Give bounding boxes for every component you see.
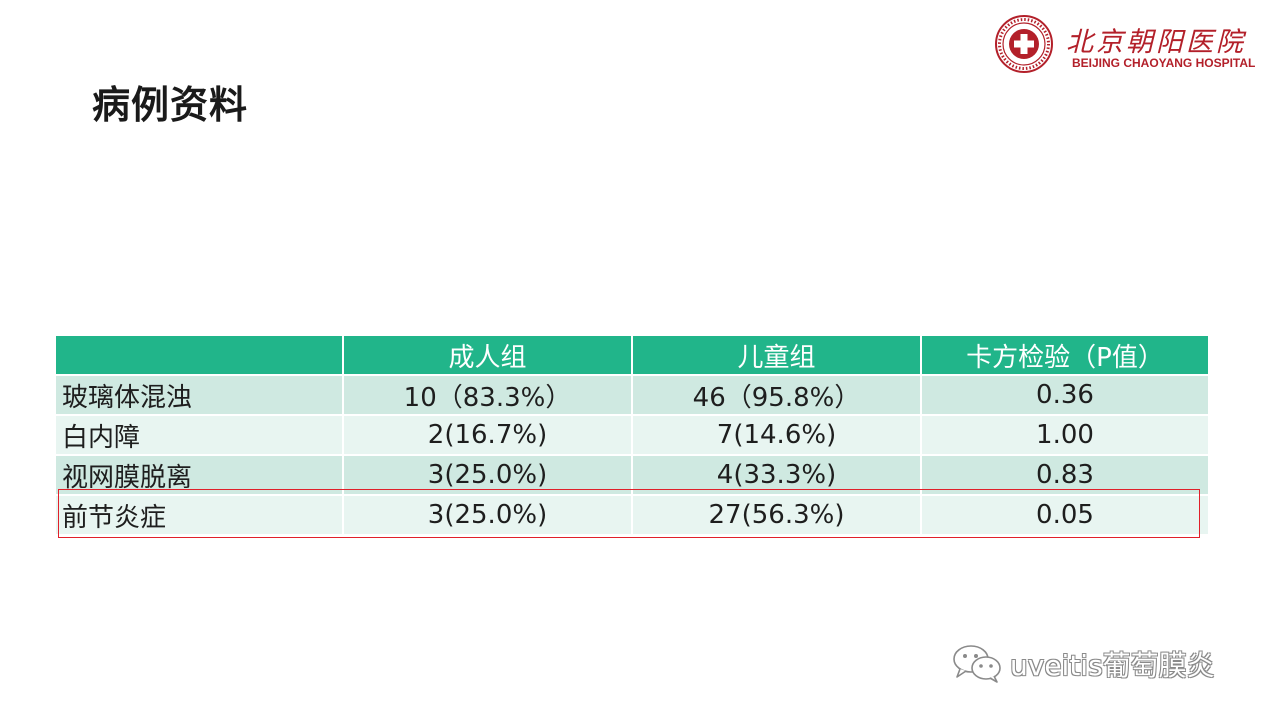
- child-value: 27(56.3%): [631, 494, 922, 536]
- p-value: 1.00: [920, 414, 1210, 456]
- row-label: 视网膜脱离: [54, 454, 344, 496]
- case-data-table: 成人组 儿童组 卡方检验（P值） 玻璃体混浊 10（83.3%） 46（95.8…: [54, 334, 1210, 536]
- table-row: 前节炎症 3(25.0%) 27(56.3%) 0.05: [54, 494, 1210, 536]
- child-value: 7(14.6%): [631, 414, 922, 456]
- header-adult-group: 成人组: [342, 334, 633, 376]
- adult-value: 3(25.0%): [342, 494, 633, 536]
- table-row: 白内障 2(16.7%) 7(14.6%) 1.00: [54, 414, 1210, 456]
- row-label: 白内障: [54, 414, 344, 456]
- header-chi-square-p: 卡方检验（P值）: [920, 334, 1210, 376]
- child-value: 4(33.3%): [631, 454, 922, 496]
- p-value: 0.05: [920, 494, 1210, 536]
- header-empty-cell: [54, 334, 344, 376]
- p-value: 0.36: [920, 374, 1210, 416]
- hospital-name-cn: 北京朝阳医院: [1066, 27, 1246, 58]
- table-row: 视网膜脱离 3(25.0%) 4(33.3%) 0.83: [54, 454, 1210, 496]
- hospital-name-en: BEIJING CHAOYANG HOSPITAL: [1072, 56, 1256, 70]
- adult-value: 3(25.0%): [342, 454, 633, 496]
- adult-value: 10（83.3%）: [342, 374, 633, 416]
- hospital-logo: 北京朝阳医院 BEIJING CHAOYANG HOSPITAL: [994, 14, 1256, 74]
- slide-title: 病例资料: [92, 83, 249, 127]
- hospital-seal-icon: [995, 15, 1053, 73]
- p-value: 0.83: [920, 454, 1210, 496]
- adult-value: 2(16.7%): [342, 414, 633, 456]
- table-header-row: 成人组 儿童组 卡方检验（P值）: [54, 334, 1210, 376]
- table-row: 玻璃体混浊 10（83.3%） 46（95.8%） 0.36: [54, 374, 1210, 416]
- row-label: 玻璃体混浊: [54, 374, 344, 416]
- watermark-text: uveitis葡萄膜炎: [1010, 649, 1215, 682]
- watermark: uveitis葡萄膜炎: [950, 640, 1250, 686]
- child-value: 46（95.8%）: [631, 374, 922, 416]
- row-label: 前节炎症: [54, 494, 344, 536]
- wechat-icon: [953, 645, 1001, 683]
- header-child-group: 儿童组: [631, 334, 922, 376]
